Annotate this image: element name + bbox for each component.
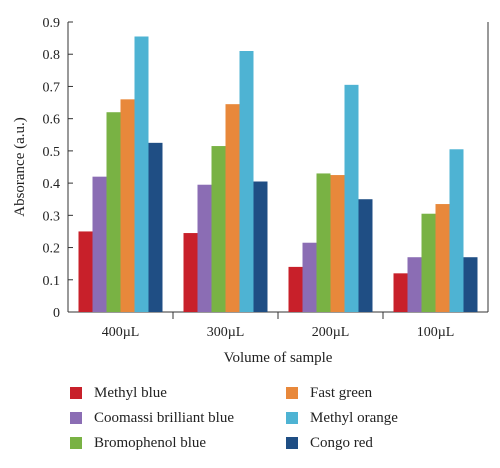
bar-methyl-blue-1 [183, 233, 198, 312]
legend-item: Methyl blue [70, 383, 167, 403]
x-tick-label: 400µL [102, 325, 140, 340]
bar-coomassi-brilliant-blue-0 [92, 176, 107, 312]
bar-congo-red-3 [463, 257, 478, 312]
legend-swatch [70, 412, 82, 424]
bar-bromophenol-blue-0 [106, 112, 121, 312]
bar-fast-green-0 [120, 99, 135, 312]
x-axis-title: Volume of sample [224, 350, 333, 366]
bar-fast-green-3 [435, 204, 450, 312]
y-tick-label: 0.6 [43, 113, 61, 128]
bar-methyl-orange-2 [344, 84, 359, 312]
bar-congo-red-1 [253, 181, 268, 312]
bar-methyl-orange-0 [134, 36, 149, 312]
y-tick-label: 0.8 [43, 48, 61, 63]
bar-coomassi-brilliant-blue-1 [197, 184, 212, 312]
y-tick-label: 0 [53, 306, 60, 321]
legend-label: Methyl orange [310, 409, 398, 426]
legend-label: Coomassi brilliant blue [94, 409, 234, 426]
legend-swatch [70, 437, 82, 449]
legend-swatch [286, 387, 298, 399]
x-tick-label: 300µL [207, 325, 245, 340]
y-tick-label: 0.1 [43, 274, 61, 289]
y-tick-label: 0.9 [43, 16, 61, 31]
bar-fast-green-2 [330, 175, 345, 312]
legend-item: Bromophenol blue [70, 433, 206, 453]
y-tick-label: 0.2 [43, 242, 61, 257]
bar-congo-red-2 [358, 199, 373, 312]
legend-swatch [286, 412, 298, 424]
y-tick-label: 0.7 [43, 80, 61, 95]
bar-methyl-blue-2 [288, 266, 303, 312]
legend-item: Congo red [286, 433, 373, 453]
bar-bromophenol-blue-2 [316, 173, 331, 312]
legend-label: Bromophenol blue [94, 434, 207, 451]
bar-coomassi-brilliant-blue-3 [407, 257, 422, 312]
bar-methyl-blue-0 [78, 231, 93, 312]
bar-chart: 0 0.1 0.2 0.3 0.4 0.5 0.6 0.7 0.8 0.9 400µL 300µL 20… [12, 16, 489, 366]
legend-swatch [70, 387, 82, 399]
bar-bromophenol-blue-3 [421, 213, 436, 312]
legend-label: Methyl blue [94, 384, 167, 401]
bar-congo-red-0 [148, 142, 163, 312]
x-tick-label: 100µL [417, 325, 455, 340]
y-tick-label: 0.4 [43, 177, 61, 192]
legend-item: Coomassi brilliant blue [70, 408, 234, 428]
bar-methyl-orange-3 [449, 149, 464, 312]
legend-item: Methyl orange [286, 408, 398, 428]
y-axis-title: Absorance (a.u.) [12, 117, 28, 217]
bar-methyl-orange-1 [239, 51, 254, 312]
y-tick-label: 0.3 [43, 209, 61, 224]
legend-item: Fast green [286, 383, 372, 403]
bar-bromophenol-blue-1 [211, 146, 226, 312]
y-tick-label: 0.5 [43, 145, 61, 160]
legend-swatch [286, 437, 298, 449]
bar-methyl-blue-3 [393, 273, 408, 312]
legend-label: Fast green [310, 384, 373, 401]
bar-fast-green-1 [225, 104, 240, 313]
x-tick-label: 200µL [312, 325, 350, 340]
bar-coomassi-brilliant-blue-2 [302, 242, 317, 312]
legend-label: Congo red [310, 434, 373, 451]
